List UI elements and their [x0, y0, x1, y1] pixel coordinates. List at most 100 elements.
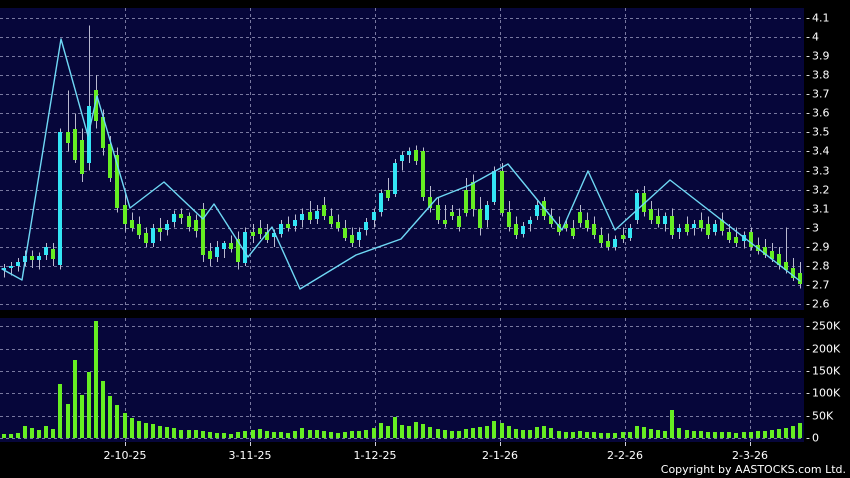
volume-bar[interactable]	[720, 432, 724, 438]
volume-bar[interactable]	[243, 431, 247, 438]
volume-bar[interactable]	[443, 430, 447, 438]
candlestick[interactable]	[165, 220, 169, 236]
candlestick[interactable]	[194, 214, 198, 238]
candlestick[interactable]	[158, 218, 162, 242]
volume-bar[interactable]	[158, 426, 162, 438]
volume-bar[interactable]	[73, 360, 77, 438]
volume-bar[interactable]	[656, 430, 660, 438]
volume-bar[interactable]	[37, 430, 41, 438]
volume-bar[interactable]	[464, 429, 468, 438]
volume-bar[interactable]	[699, 431, 703, 438]
candlestick[interactable]	[592, 216, 596, 240]
volume-bar[interactable]	[293, 431, 297, 438]
volume-bar[interactable]	[535, 427, 539, 438]
candlestick[interactable]	[9, 262, 13, 276]
candlestick[interactable]	[443, 204, 447, 228]
candlestick[interactable]	[286, 216, 290, 232]
volume-bar[interactable]	[606, 433, 610, 438]
candlestick[interactable]	[229, 235, 233, 253]
candlestick[interactable]	[322, 197, 326, 221]
volume-bar[interactable]	[137, 421, 141, 438]
candlestick[interactable]	[258, 220, 262, 240]
volume-bar[interactable]	[208, 432, 212, 438]
volume-bar[interactable]	[663, 431, 667, 438]
volume-bar[interactable]	[450, 431, 454, 438]
candlestick[interactable]	[393, 159, 397, 198]
volume-bar[interactable]	[436, 429, 440, 438]
price-chart-panel[interactable]	[0, 8, 804, 310]
volume-bar[interactable]	[350, 431, 354, 438]
volume-bar[interactable]	[770, 430, 774, 438]
candlestick[interactable]	[187, 212, 191, 232]
candlestick[interactable]	[798, 262, 802, 289]
candlestick[interactable]	[372, 208, 376, 228]
volume-bar[interactable]	[756, 431, 760, 438]
candlestick[interactable]	[599, 227, 603, 247]
volume-bar[interactable]	[492, 421, 496, 438]
candlestick[interactable]	[58, 128, 62, 270]
volume-bar[interactable]	[16, 433, 20, 438]
volume-bar[interactable]	[393, 417, 397, 438]
candlestick[interactable]	[436, 197, 440, 224]
candlestick[interactable]	[236, 231, 240, 270]
candlestick[interactable]	[73, 113, 77, 163]
volume-bar[interactable]	[670, 410, 674, 438]
volume-bar[interactable]	[336, 433, 340, 438]
candlestick[interactable]	[692, 220, 696, 236]
candlestick[interactable]	[329, 208, 333, 228]
volume-bar[interactable]	[457, 431, 461, 438]
candlestick[interactable]	[130, 212, 134, 232]
candlestick[interactable]	[749, 227, 753, 251]
candlestick[interactable]	[94, 75, 98, 129]
candlestick[interactable]	[450, 204, 454, 221]
candlestick[interactable]	[564, 220, 568, 232]
volume-bar[interactable]	[592, 432, 596, 438]
candlestick[interactable]	[713, 220, 717, 236]
volume-bar[interactable]	[279, 432, 283, 438]
trendline-overlay[interactable]	[1, 38, 801, 290]
candlestick[interactable]	[243, 227, 247, 266]
candlestick[interactable]	[628, 223, 632, 242]
volume-bar[interactable]	[94, 321, 98, 438]
volume-bar[interactable]	[286, 433, 290, 438]
candlestick[interactable]	[500, 162, 504, 217]
volume-bar[interactable]	[144, 423, 148, 438]
volume-bar[interactable]	[379, 423, 383, 438]
volume-bar[interactable]	[798, 423, 802, 438]
candlestick[interactable]	[528, 216, 532, 232]
candlestick[interactable]	[400, 151, 404, 171]
candlestick[interactable]	[699, 212, 703, 232]
volume-bar[interactable]	[44, 426, 48, 438]
candlestick[interactable]	[144, 227, 148, 247]
volume-bar[interactable]	[87, 372, 91, 438]
candlestick[interactable]	[251, 223, 255, 243]
volume-bar[interactable]	[471, 428, 475, 438]
volume-bar[interactable]	[514, 429, 518, 438]
candlestick[interactable]	[208, 242, 212, 266]
volume-bar[interactable]	[9, 434, 13, 438]
candlestick[interactable]	[350, 227, 354, 247]
candlestick[interactable]	[585, 212, 589, 232]
candlestick[interactable]	[16, 258, 20, 272]
volume-bar[interactable]	[51, 429, 55, 438]
candlestick[interactable]	[571, 220, 575, 240]
volume-bar[interactable]	[692, 431, 696, 438]
candlestick[interactable]	[300, 208, 304, 228]
volume-bar[interactable]	[599, 433, 603, 438]
volume-bar[interactable]	[571, 432, 575, 438]
volume-bar[interactable]	[172, 428, 176, 438]
candlestick[interactable]	[606, 233, 610, 251]
volume-bar[interactable]	[357, 431, 361, 438]
volume-chart-panel[interactable]	[0, 318, 804, 442]
candlestick[interactable]	[507, 201, 511, 232]
candlestick[interactable]	[677, 223, 681, 240]
candlestick[interactable]	[649, 201, 653, 224]
candlestick[interactable]	[521, 222, 525, 238]
volume-bar[interactable]	[315, 430, 319, 438]
candlestick[interactable]	[201, 202, 205, 263]
candlestick[interactable]	[179, 208, 183, 224]
volume-bar[interactable]	[685, 430, 689, 438]
candlestick[interactable]	[485, 201, 489, 228]
volume-bar[interactable]	[421, 424, 425, 438]
volume-bar[interactable]	[713, 432, 717, 438]
